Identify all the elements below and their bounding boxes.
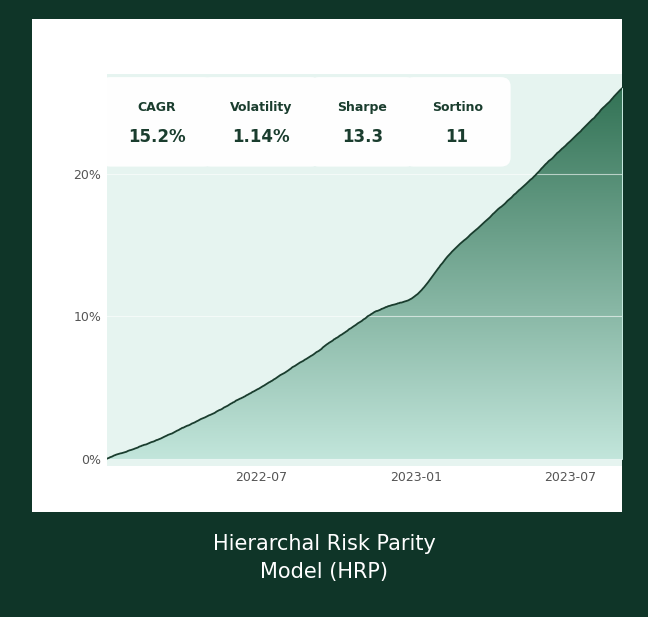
Text: 1.14%: 1.14%	[232, 128, 290, 146]
Text: 15.2%: 15.2%	[128, 128, 186, 146]
Text: 11: 11	[446, 128, 469, 146]
Text: Hierarchal Risk Parity
Model (HRP): Hierarchal Risk Parity Model (HRP)	[213, 534, 435, 582]
Text: 13.3: 13.3	[342, 128, 383, 146]
Text: Volatility: Volatility	[229, 101, 292, 114]
Text: CAGR: CAGR	[138, 101, 176, 114]
Text: Sortino: Sortino	[432, 101, 483, 114]
Text: Sharpe: Sharpe	[338, 101, 388, 114]
